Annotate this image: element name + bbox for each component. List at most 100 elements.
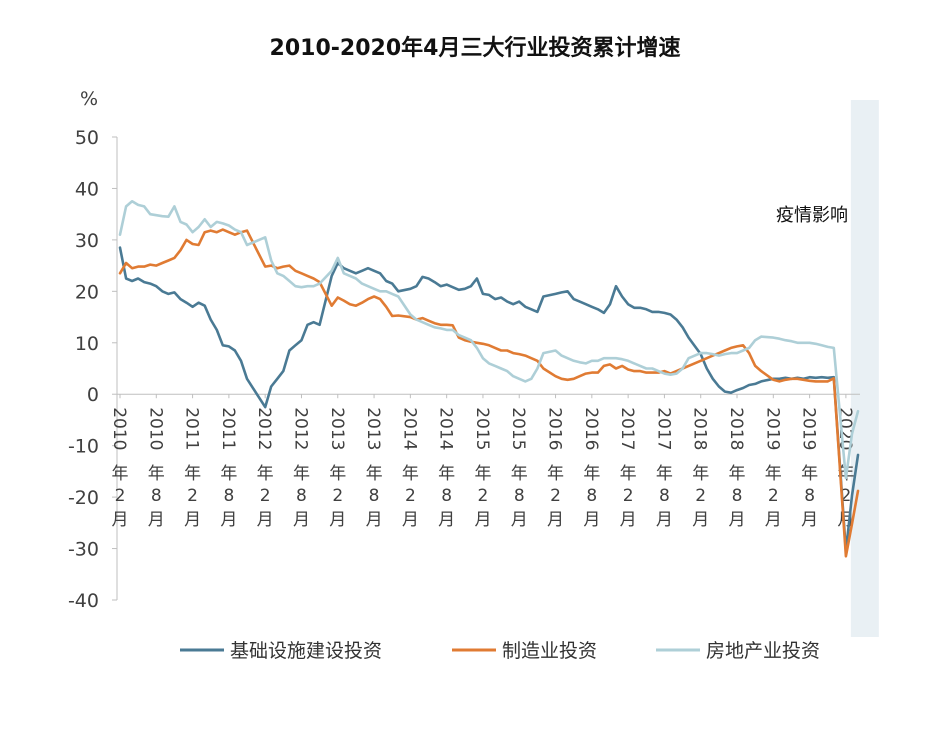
x-tick-year: 2017	[617, 407, 637, 450]
x-tick-month: 8	[441, 486, 452, 506]
series-line-3	[118, 200, 860, 480]
x-tick-label: 2013 年8 月	[363, 407, 383, 530]
x-tick-month: 2	[187, 486, 198, 506]
x-tick-year: 2017	[653, 407, 673, 450]
series-line-2	[118, 228, 860, 558]
x-tick-nian: 年	[112, 464, 129, 484]
x-tick-year: 2011	[182, 407, 202, 450]
x-tick-nian: 年	[765, 464, 782, 484]
y-axis: 50 40 30 20 10 0 -10 -20 -30 -40	[68, 127, 118, 612]
x-tick-month: 8	[223, 486, 234, 506]
y-tick-label: -20	[68, 487, 99, 509]
x-tick-label: 2016 年8 月	[581, 407, 601, 530]
x-tick-label: 2010 年8 月	[145, 407, 165, 530]
x-tick-nian: 年	[329, 464, 346, 484]
x-tick-year: 2014	[399, 407, 419, 450]
x-tick-month: 2	[260, 486, 271, 506]
epidemic-shade	[850, 100, 879, 637]
y-tick-label: 0	[87, 384, 99, 406]
x-tick-nian: 年	[148, 464, 165, 484]
x-tick-year: 2012	[290, 407, 310, 450]
x-tick-yue: 月	[329, 510, 346, 530]
x-tick-yue: 月	[474, 510, 491, 530]
x-tick-month: 2	[332, 486, 343, 506]
x-tick-month: 8	[151, 486, 162, 506]
x-tick-month: 8	[514, 486, 525, 506]
x-tick-label: 2018 年2 月	[690, 407, 710, 530]
x-tick-yue: 月	[656, 510, 673, 530]
x-tick-year: 2019	[762, 407, 782, 450]
x-axis: 2010年2月2010年8月2011年2月2011年8月2012年2月2012年…	[109, 393, 860, 530]
x-tick-year: 2019	[799, 407, 819, 450]
x-tick-nian: 年	[366, 464, 383, 484]
x-tick-nian: 年	[438, 464, 455, 484]
x-tick-nian: 年	[220, 464, 237, 484]
x-tick-year: 2012	[254, 407, 274, 450]
x-tick-yue: 月	[692, 510, 709, 530]
x-tick-label: 2013 年2 月	[327, 407, 347, 530]
x-tick-nian: 年	[801, 464, 818, 484]
x-tick-nian: 年	[474, 464, 491, 484]
y-tick-label: 20	[75, 281, 99, 303]
x-tick-nian: 年	[184, 464, 201, 484]
x-tick-label: 2018 年8 月	[726, 407, 746, 530]
x-tick-year: 2015	[472, 407, 492, 450]
x-tick-month: 8	[296, 486, 307, 506]
x-tick-year: 2014	[436, 407, 456, 450]
x-tick-label: 2017 年2 月	[617, 407, 637, 530]
x-tick-nian: 年	[583, 464, 600, 484]
x-tick-label: 2015 年2 月	[472, 407, 492, 530]
x-tick-month: 2	[550, 486, 561, 506]
x-tick-nian: 年	[547, 464, 564, 484]
x-tick-year: 2016	[581, 407, 601, 450]
y-tick-label: -10	[68, 436, 99, 458]
x-tick-nian: 年	[656, 464, 673, 484]
x-tick-month: 2	[115, 486, 126, 506]
legend-label: 制造业投资	[502, 640, 597, 662]
x-tick-nian: 年	[729, 464, 746, 484]
x-tick-yue: 月	[366, 510, 383, 530]
x-tick-label: 2012 年8 月	[290, 407, 310, 530]
x-tick-label: 2014 年8 月	[436, 407, 456, 530]
x-tick-year: 2010	[109, 407, 129, 450]
epidemic-annotation: 疫情影响	[776, 205, 848, 226]
y-tick-label: 50	[75, 127, 99, 149]
x-tick-yue: 月	[257, 510, 274, 530]
x-tick-yue: 月	[729, 510, 746, 530]
x-tick-label: 2012 年2 月	[254, 407, 274, 530]
x-tick-year: 2013	[327, 407, 347, 450]
x-tick-label: 2011 年2 月	[182, 407, 202, 530]
x-tick-nian: 年	[511, 464, 528, 484]
x-tick-month: 8	[732, 486, 743, 506]
y-tick-label: 40	[75, 178, 99, 200]
x-tick-yue: 月	[112, 510, 129, 530]
x-tick-yue: 月	[220, 510, 237, 530]
y-tick-label: 10	[75, 333, 99, 355]
x-tick-label: 2011 年8 月	[218, 407, 238, 530]
x-tick-yue: 月	[801, 510, 818, 530]
x-tick-label: 2019 年2 月	[762, 407, 782, 530]
x-tick-year: 2010	[145, 407, 165, 450]
x-tick-yue: 月	[620, 510, 637, 530]
x-tick-nian: 年	[293, 464, 310, 484]
x-tick-label: 2010 年2 月	[109, 407, 129, 530]
x-tick-month: 8	[804, 486, 815, 506]
x-tick-nian: 年	[692, 464, 709, 484]
x-tick-yue: 月	[583, 510, 600, 530]
x-tick-nian: 年	[620, 464, 637, 484]
x-tick-month: 2	[840, 486, 851, 506]
x-tick-month: 2	[695, 486, 706, 506]
x-tick-yue: 月	[402, 510, 419, 530]
legend: 基础设施建设投资 制造业投资 房地产业投资	[180, 640, 820, 662]
x-tick-year: 2018	[726, 407, 746, 450]
x-tick-year: 2011	[218, 407, 238, 450]
y-tick-label: -30	[68, 539, 99, 561]
x-tick-yue: 月	[547, 510, 564, 530]
x-tick-nian: 年	[257, 464, 274, 484]
y-axis-unit: %	[80, 88, 98, 110]
y-tick-label: -40	[68, 590, 99, 612]
x-tick-yue: 月	[438, 510, 455, 530]
x-tick-label: 2014 年2 月	[399, 407, 419, 530]
